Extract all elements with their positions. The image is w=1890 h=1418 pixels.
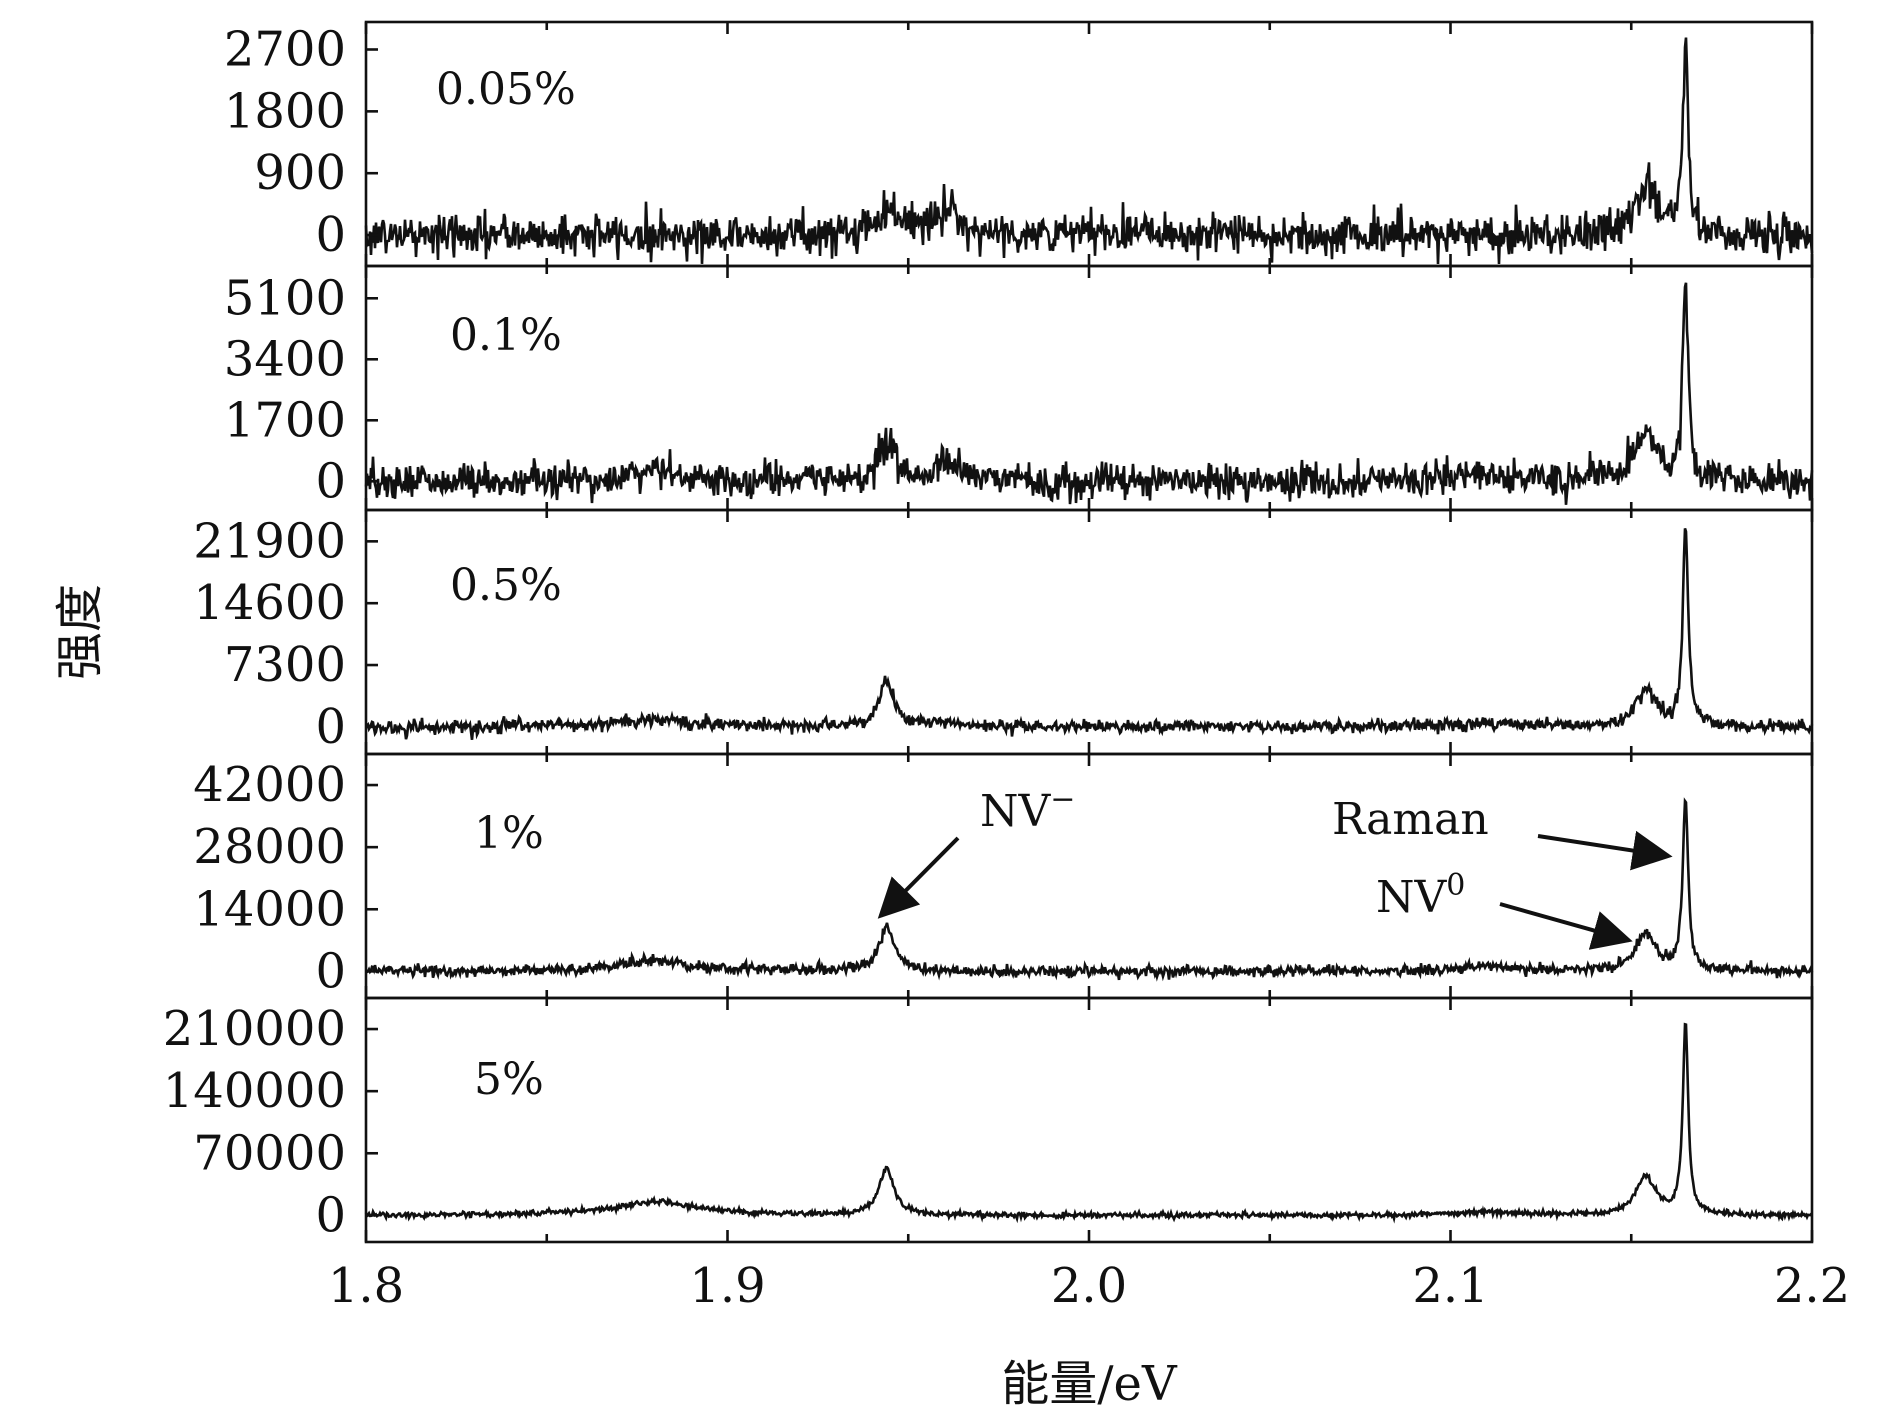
y-tick-label-3-0: 0	[315, 943, 346, 999]
x-ticks-3	[364, 754, 1814, 998]
panel-label-0: 0.05%	[436, 64, 576, 115]
annotation-raman-arrow	[1537, 830, 1673, 871]
y-tick-label-3-2: 28000	[193, 819, 346, 875]
svg-text:Raman: Raman	[1332, 794, 1489, 845]
x-tick-label-3: 2.1	[1412, 1258, 1488, 1314]
spectrum-trace-4	[364, 1022, 1813, 1224]
x-ticks-4	[364, 998, 1814, 1242]
y-tick-label-4-1: 70000	[193, 1125, 346, 1181]
svg-text:NV0: NV0	[1376, 868, 1465, 924]
panel-frame-4	[364, 996, 1814, 1244]
panel-2: 0 7300 14600 21900 0.5%	[193, 508, 1814, 756]
panel-4: 0 70000 140000 210000 5%	[163, 996, 1814, 1244]
annotation-raman: Raman	[1332, 794, 1673, 871]
y-tick-label-0-0: 0	[315, 207, 346, 263]
annotation-nv-zero: NV0	[1376, 868, 1633, 950]
x-tick-label-4: 2.2	[1774, 1258, 1850, 1314]
x-ticks-2	[364, 510, 1814, 754]
y-tick-label-0-2: 1800	[224, 83, 346, 139]
y-tick-label-0-1: 900	[254, 145, 346, 201]
panel-label-1: 0.1%	[450, 310, 562, 361]
y-tick-label-2-3: 21900	[193, 513, 346, 569]
panel-label-3: 1%	[474, 808, 544, 859]
y-tick-label-1-1: 1700	[224, 392, 346, 448]
y-tick-label-3-1: 14000	[193, 881, 346, 937]
y-tick-label-4-2: 140000	[163, 1063, 346, 1119]
y-tick-label-1-2: 3400	[224, 331, 346, 387]
y-ticks-4: 0 70000 140000 210000	[163, 1001, 378, 1243]
panel-label-2: 0.5%	[450, 560, 562, 611]
spectrum-trace-1	[364, 282, 1814, 505]
panel-label-4: 5%	[474, 1054, 544, 1105]
annotation-nv-zero-text: NV	[1376, 872, 1448, 923]
y-tick-label-1-0: 0	[315, 453, 346, 509]
spectrum-trace-3	[365, 797, 1814, 982]
x-axis-title: 能量/eV	[1001, 1356, 1178, 1412]
panel-frame-3	[364, 752, 1814, 1000]
y-tick-label-4-0: 0	[315, 1187, 346, 1243]
y-ticks-0: 0 900 1800 2700	[224, 21, 378, 263]
y-tick-label-4-3: 210000	[163, 1001, 346, 1057]
annotation-nv-minus-arrow	[877, 836, 960, 919]
annotation-nv-minus: NV−	[877, 782, 1075, 919]
spectrum-trace-0	[364, 37, 1814, 265]
y-tick-label-0-3: 2700	[224, 21, 346, 77]
annotation-nv-zero-arrow	[1499, 902, 1633, 950]
annotation-nv-minus-sup: −	[1050, 782, 1075, 817]
x-tick-labels: 1.8 1.9 2.0 2.1 2.2	[328, 1258, 1850, 1314]
y-tick-label-2-2: 14600	[193, 575, 346, 631]
y-tick-label-3-3: 42000	[193, 757, 346, 813]
annotation-nv-zero-sup: 0	[1446, 868, 1465, 903]
panel-0: 0 900 1800 2700 0.05%	[224, 20, 1814, 268]
x-tick-label-2: 2.0	[1051, 1258, 1127, 1314]
y-ticks-2: 0 7300 14600 21900	[193, 513, 378, 755]
panel-frame-2	[364, 508, 1814, 756]
annotation-nv-minus-text: NV	[980, 786, 1052, 837]
x-tick-label-0: 1.8	[328, 1258, 404, 1314]
y-tick-label-2-0: 0	[315, 699, 346, 755]
y-ticks-3: 0 14000 28000 42000	[193, 757, 378, 999]
spectrum-trace-2	[365, 528, 1814, 740]
y-axis-title: 强度	[52, 584, 108, 680]
annotation-raman-text: Raman	[1332, 794, 1489, 845]
svg-text:NV−: NV−	[980, 782, 1075, 838]
y-tick-label-1-3: 5100	[224, 270, 346, 326]
panel-3: 0 14000 28000 42000 1%	[193, 752, 1814, 1000]
x-tick-label-1: 1.9	[689, 1258, 765, 1314]
annotations: NV− Raman NV0	[877, 782, 1673, 950]
y-tick-label-2-1: 7300	[224, 637, 346, 693]
